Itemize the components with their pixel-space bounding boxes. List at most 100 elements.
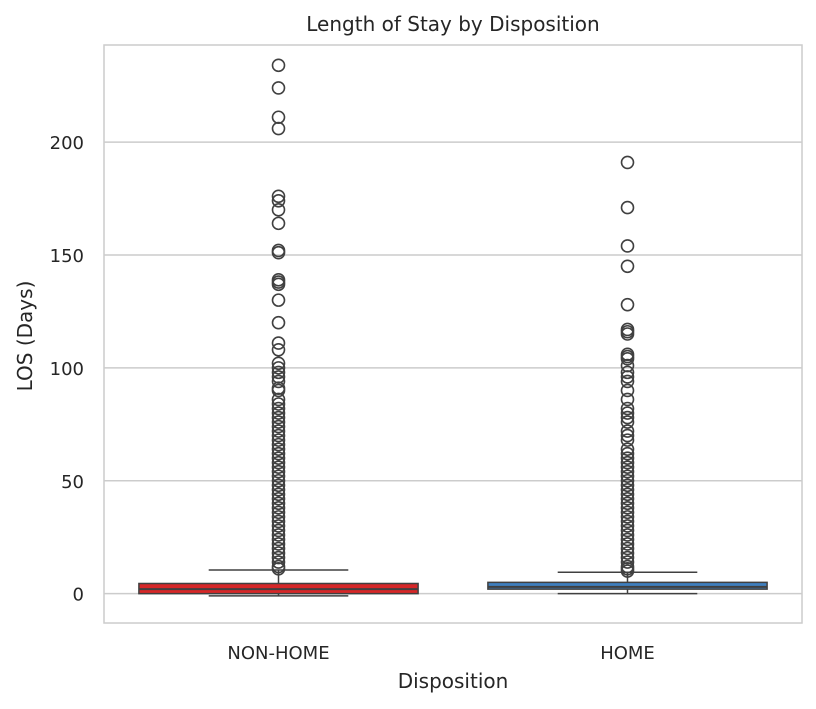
outlier-point: [271, 562, 286, 576]
outlier-point: [620, 327, 635, 341]
outlier-point: [271, 455, 286, 470]
outlier-point: [271, 361, 286, 375]
outlier-point: [271, 383, 286, 398]
outlier-point: [620, 392, 635, 407]
outlier-point: [620, 401, 635, 416]
outlier-point: [620, 537, 635, 551]
outlier-point: [271, 315, 286, 330]
outlier-point: [271, 406, 286, 420]
outlier-point: [271, 519, 286, 533]
outlier-point: [271, 433, 286, 447]
outlier-point: [620, 451, 635, 465]
plot-frame: [103, 44, 803, 624]
outlier-point: [271, 514, 286, 529]
outlier-point: [271, 293, 286, 307]
outlier-point: [271, 523, 286, 538]
outlier-point: [271, 469, 286, 484]
outlier-point: [271, 478, 286, 493]
outlier-point: [620, 555, 635, 569]
x-tick-label: HOME: [600, 643, 655, 664]
outlier-point: [620, 352, 635, 366]
outlier-point: [620, 564, 635, 578]
x-tick-labels: NON-HOME HOME: [227, 643, 654, 664]
outlier-point: [271, 419, 286, 434]
outlier-point: [271, 245, 286, 260]
outlier-point: [271, 460, 286, 475]
outlier-point: [271, 492, 286, 506]
outlier-point: [620, 492, 635, 506]
outlier-point: [620, 155, 635, 170]
outlier-point: [271, 121, 286, 136]
chart-title: Length of Stay by Disposition: [306, 12, 599, 36]
outlier-point: [620, 239, 635, 253]
y-tick-labels: 0 50 100 150 200: [50, 133, 84, 606]
outlier-point: [620, 482, 635, 497]
outlier-point: [271, 397, 286, 411]
outlier-point: [271, 392, 286, 407]
outlier-point: [271, 451, 286, 465]
outlier-point: [620, 473, 635, 488]
outlier-point: [620, 370, 635, 384]
iqr-box: [487, 581, 768, 590]
outlier-point: [271, 473, 286, 488]
outlier-point: [620, 460, 635, 475]
y-tick-label: 50: [61, 472, 84, 493]
outlier-point: [271, 505, 286, 520]
outlier-point: [620, 541, 635, 556]
outlier-point: [620, 478, 635, 493]
box-non-home: [138, 569, 419, 597]
outlier-point: [620, 510, 635, 524]
x-axis-label: Disposition: [398, 669, 509, 693]
outlier-point: [620, 297, 635, 312]
outlier-point: [620, 501, 635, 515]
outlier-point: [271, 336, 286, 350]
outlier-point: [620, 424, 635, 438]
outlier-point: [620, 464, 635, 479]
outlier-point: [271, 189, 286, 204]
outlier-point: [620, 428, 635, 443]
outlier-point: [620, 406, 635, 420]
outlier-point: [271, 528, 286, 542]
outlier-point: [271, 464, 286, 479]
x-tick-label: NON-HOME: [227, 643, 329, 664]
outlier-point: [271, 424, 286, 438]
outlier-point: [271, 81, 286, 95]
outlier-point: [271, 541, 286, 556]
outliers-home: [620, 155, 635, 578]
outlier-point: [271, 365, 286, 380]
outlier-point: [620, 446, 635, 461]
outlier-point: [271, 356, 286, 371]
outlier-point: [271, 501, 286, 515]
outlier-point: [271, 216, 286, 231]
outlier-point: [271, 193, 286, 208]
outlier-point: [620, 519, 635, 533]
outlier-point: [620, 259, 635, 274]
outlier-point: [271, 496, 286, 511]
outlier-point: [271, 510, 286, 524]
box-layer: [138, 569, 768, 597]
outlier-point: [271, 482, 286, 497]
outlier-point: [271, 343, 286, 357]
outlier-point: [271, 203, 286, 217]
outlier-point: [620, 505, 635, 520]
outlier-point: [620, 546, 635, 560]
outlier-point: [620, 433, 635, 447]
outlier-point: [620, 374, 635, 389]
outlier-point: [620, 496, 635, 511]
outlier-point: [620, 455, 635, 470]
outlier-point: [620, 532, 635, 547]
outlier-point: [620, 514, 635, 529]
outlier-point: [620, 365, 635, 380]
outlier-point: [620, 383, 635, 398]
outlier-point: [271, 437, 286, 452]
outlier-point: [271, 277, 286, 292]
outliers-non-home: [271, 58, 286, 576]
outlier-point: [620, 487, 635, 502]
outlier-point: [620, 469, 635, 484]
y-axis-label: LOS (Days): [13, 281, 37, 392]
outlier-point: [271, 487, 286, 502]
outlier-point: [271, 537, 286, 551]
outlier-point: [271, 415, 286, 429]
